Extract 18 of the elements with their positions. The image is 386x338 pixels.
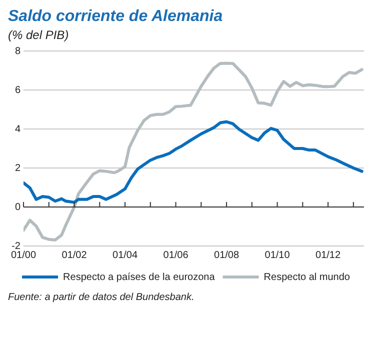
source-note: Fuente: a partir de datos del Bundesbank. (8, 292, 196, 303)
y-tick-label: 2 (14, 162, 21, 174)
chart-subtitle: (% del PIB) (8, 28, 70, 42)
legend-label: Respecto al mundo (264, 272, 350, 283)
legend-label: Respecto a países de la eurozona (63, 272, 216, 283)
x-tick-label: 01/10 (264, 250, 290, 261)
x-tick-label: 01/12 (316, 250, 341, 261)
x-tick-label: 01/06 (163, 250, 189, 261)
y-tick-label: 0 (14, 202, 21, 213)
x-tick-label: 01/02 (62, 250, 88, 261)
y-tick-label: -2 (12, 240, 21, 252)
x-tick-label: 01/08 (214, 250, 240, 261)
y-tick-label: 8 (14, 46, 21, 57)
x-tick-label: 01/00 (10, 250, 36, 261)
y-tick-label: 6 (14, 84, 21, 96)
chart-title: Saldo corriente de Alemania (8, 8, 224, 26)
x-tick-label: 01/04 (112, 250, 138, 261)
y-tick-label: 4 (14, 124, 21, 135)
